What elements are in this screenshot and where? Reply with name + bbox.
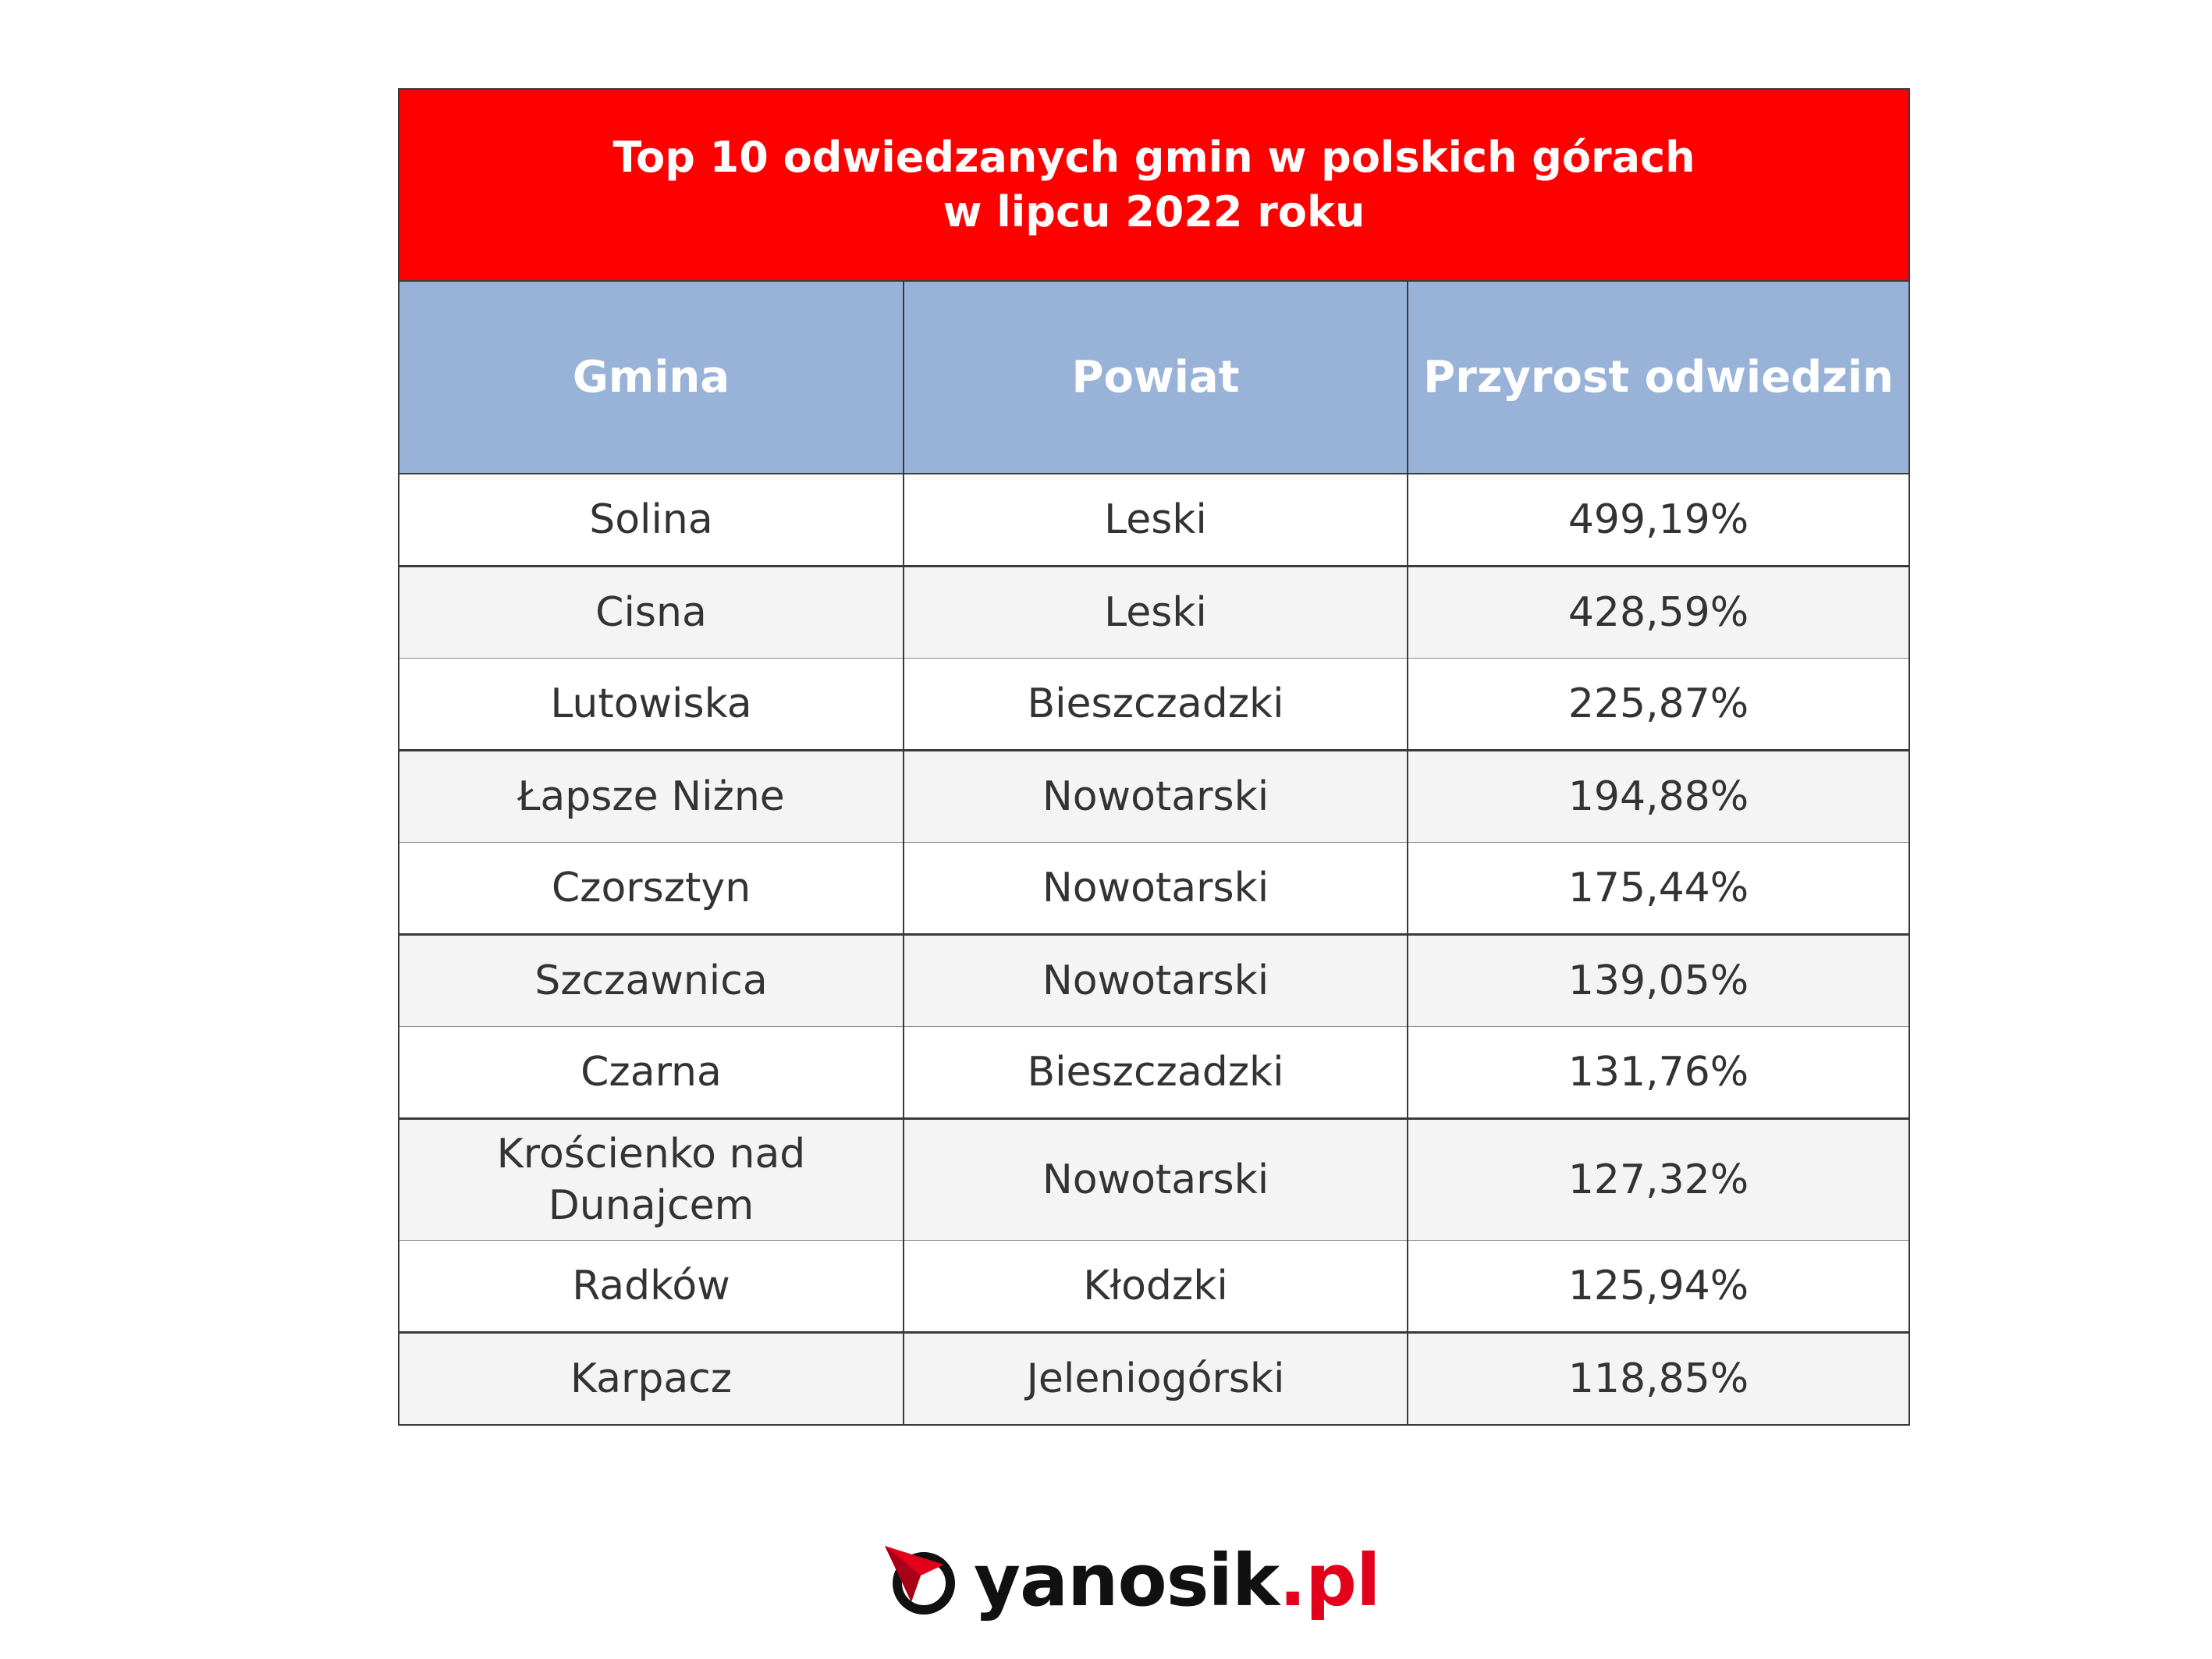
cell-gmina: Radków (399, 1240, 904, 1334)
logo-name: yanosik (974, 1538, 1280, 1622)
table-row: Lutowiska Bieszczadzki 225,87% (399, 658, 1908, 751)
table-row: Krościenko nad Dunajcem Nowotarski 127,32% (399, 1118, 1908, 1241)
cell-gmina: Czorsztyn (399, 842, 904, 936)
cell-przyrost: 225,87% (1408, 658, 1908, 751)
table-row: Czarna Bieszczadzki 131,76% (399, 1026, 1908, 1120)
table-row: Czorsztyn Nowotarski 175,44% (399, 842, 1908, 936)
data-table-container: Top 10 odwiedzanych gmin w polskich góra… (398, 88, 1910, 1426)
table-row: Cisna Leski 428,59% (399, 566, 1908, 659)
cell-gmina: Karpacz (399, 1332, 904, 1424)
table-title-line-1: Top 10 odwiedzanych gmin w polskich góra… (612, 133, 1695, 182)
cell-gmina: Lutowiska (399, 658, 904, 751)
cell-powiat: Leski (904, 566, 1408, 659)
table-row: Radków Kłodzki 125,94% (399, 1240, 1908, 1334)
brand-logo: yanosik.pl (882, 1537, 1381, 1623)
table-row: Solina Leski 499,19% (399, 474, 1908, 567)
cell-przyrost: 127,32% (1408, 1118, 1908, 1241)
cell-gmina: Szczawnica (399, 934, 904, 1027)
cell-przyrost: 194,88% (1408, 750, 1908, 843)
cell-powiat: Jeleniogórski (904, 1332, 1408, 1424)
cell-przyrost: 118,85% (1408, 1332, 1908, 1424)
table-row: Szczawnica Nowotarski 139,05% (399, 934, 1908, 1027)
logo-tld: .pl (1279, 1538, 1380, 1622)
cell-przyrost: 499,19% (1408, 474, 1908, 567)
column-header-przyrost: Przyrost odwiedzin (1408, 282, 1908, 474)
cell-powiat: Nowotarski (904, 1118, 1408, 1241)
cell-gmina: Cisna (399, 566, 904, 659)
table-title: Top 10 odwiedzanych gmin w polskich góra… (399, 90, 1908, 282)
cell-przyrost: 428,59% (1408, 566, 1908, 659)
cell-przyrost: 125,94% (1408, 1240, 1908, 1334)
cell-przyrost: 139,05% (1408, 934, 1908, 1027)
cell-powiat: Kłodzki (904, 1240, 1408, 1334)
cell-przyrost: 131,76% (1408, 1026, 1908, 1120)
table-row: Karpacz Jeleniogórski 118,85% (399, 1332, 1908, 1424)
cell-powiat: Leski (904, 474, 1408, 567)
cell-powiat: Nowotarski (904, 750, 1408, 843)
cell-gmina: Łapsze Niżne (399, 750, 904, 843)
cell-gmina: Solina (399, 474, 904, 567)
cell-powiat: Bieszczadzki (904, 658, 1408, 751)
column-header-gmina: Gmina (399, 282, 904, 474)
cell-powiat: Nowotarski (904, 842, 1408, 936)
table-row: Łapsze Niżne Nowotarski 194,88% (399, 750, 1908, 843)
table-title-line-2: w lipcu 2022 roku (943, 187, 1365, 236)
cell-powiat: Bieszczadzki (904, 1026, 1408, 1120)
cell-gmina: Czarna (399, 1026, 904, 1120)
cell-przyrost: 175,44% (1408, 842, 1908, 936)
logo-wordmark: yanosik.pl (974, 1538, 1381, 1622)
data-table: Gmina Powiat Przyrost odwiedzin Solina Le… (399, 282, 1908, 1424)
cell-gmina: Krościenko nad Dunajcem (399, 1118, 904, 1241)
yanosik-logo-icon (885, 1546, 955, 1615)
table-body: Solina Leski 499,19% Cisna Leski 428,59% Lutow… (399, 474, 1908, 1424)
column-header-powiat: Powiat (904, 282, 1408, 474)
table-header-row: Gmina Powiat Przyrost odwiedzin (399, 282, 1908, 474)
cell-powiat: Nowotarski (904, 934, 1408, 1027)
